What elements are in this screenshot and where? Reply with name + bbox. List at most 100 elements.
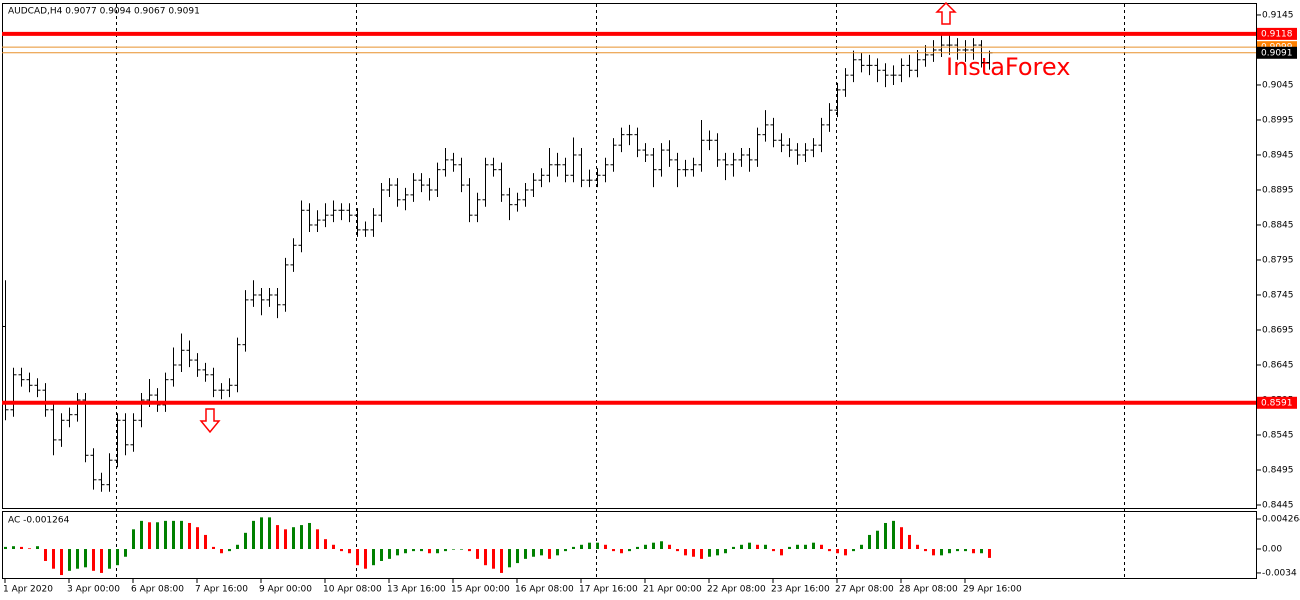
histogram-bar [652, 542, 655, 550]
histogram-bar [988, 549, 991, 558]
x-tick-label: 27 Apr 08:00 [835, 585, 894, 595]
y-tick-label: 0.8545 [1262, 430, 1294, 440]
histogram-bar [900, 527, 903, 550]
histogram-bar [588, 542, 591, 550]
histogram-bar [60, 549, 63, 576]
histogram-bar [164, 520, 167, 550]
y-tick-label: 0.00 [1262, 545, 1282, 555]
histogram-bar [188, 522, 191, 550]
histogram-bar [852, 549, 855, 552]
histogram-bar [484, 549, 487, 566]
histogram-bar [196, 527, 199, 550]
histogram-bar [140, 520, 143, 550]
x-tick-label: 22 Apr 08:00 [707, 585, 766, 595]
histogram-bar [148, 522, 151, 550]
histogram-bar [92, 549, 95, 571]
histogram-bar [876, 530, 879, 550]
y-tick-label: 0.9045 [1262, 80, 1294, 90]
y-tick-label: 0.8445 [1262, 500, 1294, 510]
histogram-bar [372, 549, 375, 566]
histogram-bar [180, 520, 183, 550]
x-tick-label: 17 Apr 16:00 [579, 585, 638, 595]
histogram-bar [116, 549, 119, 566]
histogram-bar [828, 549, 831, 552]
plot-layer: 0.91450.90950.90450.89950.89450.88950.88… [2, 10, 1300, 595]
up-arrow [935, 1, 957, 25]
histogram-bar [492, 549, 495, 569]
histogram-bar [692, 549, 695, 557]
histogram-bar [788, 546, 791, 550]
histogram-bar [580, 544, 583, 550]
x-tick-label: 15 Apr 00:00 [451, 585, 510, 595]
level-label-bg [1257, 27, 1297, 40]
histogram-bar [820, 544, 823, 550]
histogram-bar [404, 549, 407, 554]
x-tick-label: 7 Apr 16:00 [195, 585, 248, 595]
histogram-bar [516, 549, 519, 564]
histogram-bar [548, 549, 551, 559]
histogram-bar [132, 529, 135, 550]
histogram-bar [868, 534, 871, 550]
histogram-bar [732, 546, 735, 550]
histogram-bar [636, 546, 639, 550]
histogram-bar [100, 549, 103, 573]
histogram-bar [660, 541, 663, 550]
histogram-bar [364, 549, 367, 569]
histogram-bar [748, 542, 751, 550]
histogram-bar [124, 549, 127, 557]
histogram-bar [420, 549, 423, 552]
price-label-bg [1257, 46, 1297, 59]
level-label: 0.8591 [1261, 398, 1293, 408]
histogram-bar [212, 546, 215, 550]
histogram-bar [532, 549, 535, 557]
histogram-bar [340, 549, 343, 552]
histogram-bar [436, 549, 439, 554]
histogram-bar [764, 544, 767, 550]
histogram-bar [332, 544, 335, 550]
histogram-bar [20, 546, 23, 550]
histogram-bar [68, 549, 71, 571]
histogram-bar [156, 522, 159, 550]
watermark: InstaForex [946, 53, 1070, 81]
indicator-title: AC -0.001264 [8, 516, 70, 526]
histogram-bar [276, 525, 279, 550]
histogram-bar [508, 549, 511, 568]
histogram-bar [84, 549, 87, 568]
histogram-bar [12, 546, 15, 550]
histogram-bar [388, 549, 391, 559]
histogram-bar [252, 520, 255, 550]
histogram-bar [612, 549, 615, 552]
histogram-bar [668, 544, 671, 550]
histogram-bar [204, 534, 207, 550]
histogram-bar [844, 549, 847, 556]
x-tick-label: 28 Apr 08:00 [899, 585, 958, 595]
histogram-bar [396, 549, 399, 556]
histogram-bar [796, 544, 799, 550]
histogram-bar [940, 549, 943, 556]
histogram-bar [428, 549, 431, 554]
x-tick-label: 13 Apr 16:00 [387, 585, 446, 595]
histogram-bar [780, 549, 783, 556]
histogram-bar [380, 549, 383, 561]
price-label: 0.9091 [1261, 48, 1293, 58]
y-tick-label: 0.8795 [1262, 255, 1294, 265]
x-tick-label: 6 Apr 08:00 [131, 585, 184, 595]
histogram-bar [356, 549, 359, 566]
histogram-bar [284, 529, 287, 550]
histogram-bar [644, 544, 647, 550]
histogram-bar [300, 525, 303, 550]
indicator-pane [2, 511, 1257, 579]
histogram-bar [724, 549, 727, 554]
y-tick-label: 0.8645 [1262, 360, 1294, 370]
histogram-bar [108, 549, 111, 569]
histogram-bar [604, 544, 607, 550]
histogram-bar [460, 549, 463, 550]
x-tick-label: 21 Apr 00:00 [643, 585, 702, 595]
y-tick-label: 0.8495 [1262, 465, 1294, 475]
histogram-bar [836, 549, 839, 554]
histogram-bar [412, 549, 415, 552]
y-tick-label: 0.8895 [1262, 185, 1294, 195]
y-tick-label: 0.8995 [1262, 115, 1294, 125]
histogram-bar [268, 517, 271, 550]
